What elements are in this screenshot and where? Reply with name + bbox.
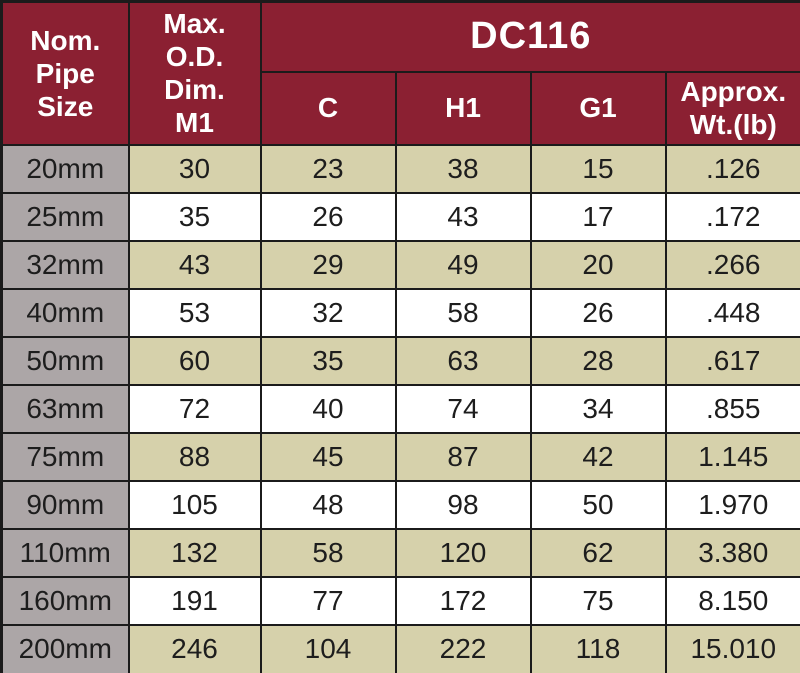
pipe-size-cell: 50mm (0, 335, 130, 386)
pipe-size-cell: 40mm (0, 287, 130, 338)
c-cell: 40 (259, 383, 397, 434)
col-header-max-od-dim-m1: Max. O.D. Dim. M1 (127, 0, 262, 146)
max-od-m1-cell: 88 (127, 431, 262, 482)
g1-cell: 42 (529, 431, 667, 482)
h1-cell: 63 (394, 335, 532, 386)
approx-wt-cell: 1.970 (664, 479, 800, 530)
table-row: 110mm 132 58 120 62 3.380 (0, 527, 800, 578)
c-cell: 48 (259, 479, 397, 530)
c-cell: 104 (259, 623, 397, 673)
pipe-size-cell: 200mm (0, 623, 130, 673)
approx-wt-cell: 15.010 (664, 623, 800, 673)
g1-cell: 26 (529, 287, 667, 338)
h1-cell: 98 (394, 479, 532, 530)
h1-cell: 74 (394, 383, 532, 434)
table-row: 32mm 43 29 49 20 .266 (0, 239, 800, 290)
g1-cell: 50 (529, 479, 667, 530)
h1-cell: 49 (394, 239, 532, 290)
max-od-m1-cell: 35 (127, 191, 262, 242)
max-od-m1-cell: 72 (127, 383, 262, 434)
table-body: 20mm 30 23 38 15 .126 25mm 35 26 43 17 .… (0, 143, 800, 673)
col-header-h1: H1 (394, 70, 532, 146)
header-row-sub: C H1 G1 Approx. Wt.(lb) (2, 70, 800, 146)
c-cell: 23 (259, 143, 397, 194)
pipe-size-cell: 63mm (0, 383, 130, 434)
col-header-g1: G1 (529, 70, 667, 146)
max-od-m1-cell: 60 (127, 335, 262, 386)
approx-wt-cell: .266 (664, 239, 800, 290)
header-row-top: Nom. Pipe Size Max. O.D. Dim. M1 DC116 (0, 0, 800, 146)
max-od-m1-cell: 53 (127, 287, 262, 338)
h1-cell: 58 (394, 287, 532, 338)
approx-wt-cell: .126 (664, 143, 800, 194)
table-row: 90mm 105 48 98 50 1.970 (0, 479, 800, 530)
max-od-m1-cell: 43 (127, 239, 262, 290)
approx-wt-cell: 3.380 (664, 527, 800, 578)
c-cell: 45 (259, 431, 397, 482)
approx-wt-cell: 1.145 (664, 431, 800, 482)
max-od-m1-cell: 191 (127, 575, 262, 626)
table-row: 50mm 60 35 63 28 .617 (0, 335, 800, 386)
table-row: 200mm 246 104 222 118 15.010 (0, 623, 800, 673)
g1-cell: 34 (529, 383, 667, 434)
c-cell: 58 (259, 527, 397, 578)
table-row: 40mm 53 32 58 26 .448 (0, 287, 800, 338)
series-title-dc116: DC116 (259, 0, 800, 73)
g1-cell: 17 (529, 191, 667, 242)
col-header-nom-pipe-size: Nom. Pipe Size (0, 0, 130, 146)
table-row: 63mm 72 40 74 34 .855 (0, 383, 800, 434)
max-od-m1-cell: 132 (127, 527, 262, 578)
approx-wt-cell: .172 (664, 191, 800, 242)
pipe-size-cell: 75mm (0, 431, 130, 482)
h1-cell: 38 (394, 143, 532, 194)
col-header-c: C (259, 70, 397, 146)
g1-cell: 20 (529, 239, 667, 290)
pipe-size-cell: 160mm (0, 575, 130, 626)
approx-wt-cell: .855 (664, 383, 800, 434)
h1-cell: 120 (394, 527, 532, 578)
c-cell: 26 (259, 191, 397, 242)
table-row: 75mm 88 45 87 42 1.145 (0, 431, 800, 482)
approx-wt-cell: .617 (664, 335, 800, 386)
max-od-m1-cell: 246 (127, 623, 262, 673)
g1-cell: 118 (529, 623, 667, 673)
pipe-size-cell: 25mm (0, 191, 130, 242)
pipe-size-cell: 32mm (0, 239, 130, 290)
h1-cell: 43 (394, 191, 532, 242)
h1-cell: 172 (394, 575, 532, 626)
table-row: 25mm 35 26 43 17 .172 (0, 191, 800, 242)
max-od-m1-cell: 105 (127, 479, 262, 530)
approx-wt-cell: 8.150 (664, 575, 800, 626)
h1-cell: 222 (394, 623, 532, 673)
col-header-approx-wt: Approx. Wt.(lb) (664, 70, 800, 146)
pipe-size-cell: 90mm (0, 479, 130, 530)
g1-cell: 62 (529, 527, 667, 578)
h1-cell: 87 (394, 431, 532, 482)
g1-cell: 75 (529, 575, 667, 626)
max-od-m1-cell: 30 (127, 143, 262, 194)
pipe-size-cell: 110mm (0, 527, 130, 578)
c-cell: 77 (259, 575, 397, 626)
table-row: 20mm 30 23 38 15 .126 (0, 143, 800, 194)
pipe-size-cell: 20mm (0, 143, 130, 194)
table-row: 160mm 191 77 172 75 8.150 (0, 575, 800, 626)
c-cell: 35 (259, 335, 397, 386)
approx-wt-cell: .448 (664, 287, 800, 338)
g1-cell: 28 (529, 335, 667, 386)
c-cell: 32 (259, 287, 397, 338)
c-cell: 29 (259, 239, 397, 290)
g1-cell: 15 (529, 143, 667, 194)
